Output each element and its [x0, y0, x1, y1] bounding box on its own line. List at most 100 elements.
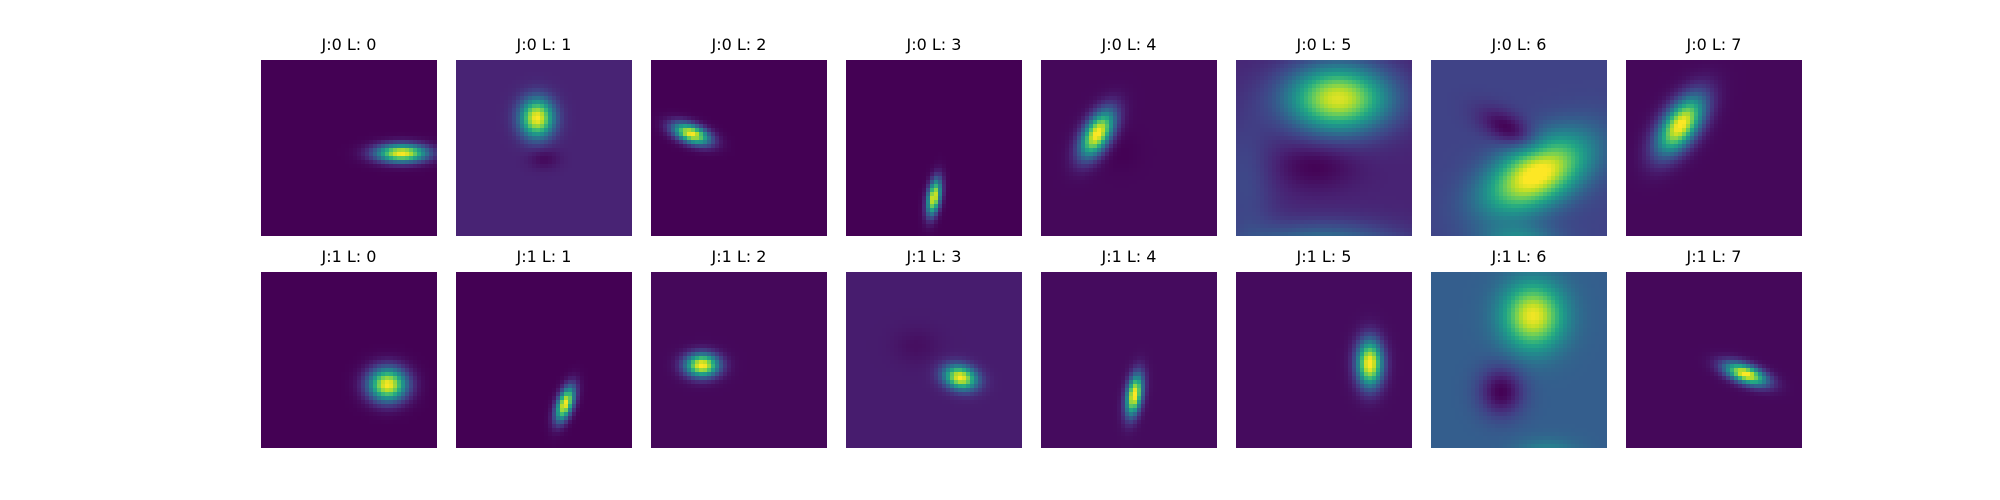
- heatmap-cell: [397, 220, 402, 225]
- heatmap-cell: [604, 152, 609, 157]
- heatmap-cell: [512, 128, 517, 133]
- heatmap-cell: [377, 84, 382, 89]
- heatmap-cell: [751, 92, 756, 97]
- heatmap-cell: [807, 144, 812, 149]
- heatmap-cell: [325, 216, 330, 221]
- heatmap-cell: [333, 168, 338, 173]
- heatmap-cell: [747, 156, 752, 161]
- heatmap-cell: [429, 128, 434, 133]
- heatmap-cell: [309, 132, 314, 137]
- heatmap-cell: [608, 84, 613, 89]
- heatmap-cell: [464, 188, 469, 193]
- heatmap-cell: [401, 96, 406, 101]
- heatmap-cell: [508, 144, 513, 149]
- heatmap-cell: [711, 156, 716, 161]
- heatmap-cell: [317, 72, 322, 77]
- heatmap-cell: [472, 220, 477, 225]
- heatmap-cell: [337, 68, 342, 73]
- heatmap-cell: [277, 68, 282, 73]
- heatmap-cell: [369, 136, 374, 141]
- heatmap-cell: [815, 88, 820, 93]
- heatmap-cell: [548, 172, 553, 177]
- heatmap-cell: [361, 200, 366, 205]
- heatmap-cell: [389, 60, 394, 65]
- heatmap-cell: [325, 136, 330, 141]
- heatmap-cell: [500, 104, 505, 109]
- heatmap-cell: [655, 100, 660, 105]
- heatmap-cell: [405, 228, 410, 233]
- heatmap-cell: [775, 72, 780, 77]
- heatmap-cell: [389, 120, 394, 125]
- heatmap-cell: [265, 188, 270, 193]
- heatmap-cell: [683, 64, 688, 69]
- heatmap-cell: [596, 180, 601, 185]
- heatmap-cell: [421, 232, 426, 236]
- heatmap-cell: [512, 216, 517, 221]
- heatmap-cell: [385, 228, 390, 233]
- heatmap-cell: [289, 228, 294, 233]
- heatmap-cell: [385, 100, 390, 105]
- heatmap-cell: [433, 140, 437, 145]
- heatmap-cell: [524, 60, 529, 65]
- heatmap-cell: [755, 104, 760, 109]
- heatmap-cell: [277, 148, 282, 153]
- heatmap-cell: [472, 192, 477, 197]
- heatmap-cell: [361, 208, 366, 213]
- heatmap-cell: [811, 156, 816, 161]
- heatmap-cell: [556, 228, 561, 233]
- heatmap-cell: [492, 136, 497, 141]
- heatmap-cell: [472, 76, 477, 81]
- heatmap-cell: [293, 232, 298, 236]
- heatmap-cell: [723, 132, 728, 137]
- heatmap-cell: [389, 208, 394, 213]
- heatmap-cell: [787, 64, 792, 69]
- heatmap-cell: [691, 160, 696, 165]
- heatmap-cell: [345, 172, 350, 177]
- heatmap-cell: [675, 128, 680, 133]
- heatmap-cell: [556, 180, 561, 185]
- heatmap-cell: [604, 220, 609, 225]
- heatmap-cell: [313, 132, 318, 137]
- heatmap-cell: [301, 96, 306, 101]
- heatmap-cell: [616, 64, 621, 69]
- heatmap-cell: [317, 188, 322, 193]
- heatmap-cell: [604, 116, 609, 121]
- heatmap-cell: [779, 152, 784, 157]
- heatmap-cell: [476, 76, 481, 81]
- heatmap-cell: [373, 208, 378, 213]
- heatmap-cell: [616, 144, 621, 149]
- heatmap-cell: [695, 152, 700, 157]
- heatmap-cell: [604, 100, 609, 105]
- heatmap-cell: [464, 172, 469, 177]
- heatmap-cell: [269, 124, 274, 129]
- heatmap-cell: [612, 220, 617, 225]
- heatmap-cell: [293, 168, 298, 173]
- heatmap-cell: [261, 220, 266, 225]
- heatmap-cell: [540, 104, 545, 109]
- heatmap-cell: [433, 68, 437, 73]
- heatmap-cell: [504, 72, 509, 77]
- heatmap-cell: [548, 168, 553, 173]
- heatmap-cell: [281, 192, 286, 197]
- heatmap-cell: [369, 96, 374, 101]
- heatmap-cell: [269, 64, 274, 69]
- heatmap-cell: [393, 96, 398, 101]
- heatmap-cell: [281, 116, 286, 121]
- heatmap-cell: [556, 124, 561, 129]
- heatmap-cell: [739, 96, 744, 101]
- heatmap-cell: [727, 152, 732, 157]
- heatmap-cell: [624, 108, 629, 113]
- heatmap-cell: [325, 196, 330, 201]
- heatmap-cell: [819, 144, 824, 149]
- heatmap-cell: [540, 156, 545, 161]
- heatmap-cell: [401, 220, 406, 225]
- heatmap-cell: [651, 148, 656, 153]
- heatmap-cell: [329, 188, 334, 193]
- heatmap-cell: [341, 72, 346, 77]
- heatmap-cell: [556, 96, 561, 101]
- heatmap-cell: [628, 172, 632, 177]
- heatmap-cell: [739, 112, 744, 117]
- heatmap-cell: [548, 112, 553, 117]
- heatmap-cell: [819, 72, 824, 77]
- heatmap-cell: [675, 120, 680, 125]
